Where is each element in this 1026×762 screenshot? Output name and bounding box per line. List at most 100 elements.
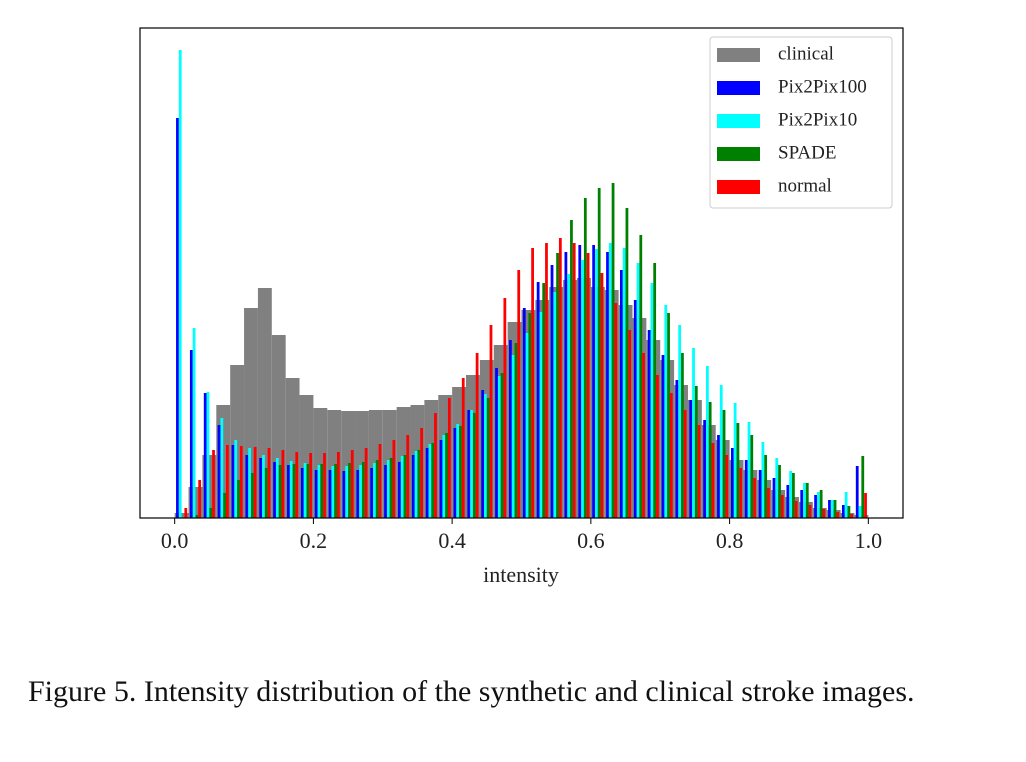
histogram-bar bbox=[583, 198, 587, 518]
histogram-bar bbox=[514, 343, 518, 518]
histogram-bar bbox=[706, 366, 709, 518]
histogram-bar bbox=[467, 410, 471, 518]
histogram-bar bbox=[597, 188, 601, 518]
histogram-bar bbox=[320, 464, 324, 518]
histogram-bar bbox=[267, 448, 271, 518]
histogram-bar bbox=[850, 514, 854, 518]
histogram-bar bbox=[198, 480, 202, 518]
histogram-bar bbox=[195, 515, 199, 518]
histogram-bar bbox=[553, 292, 557, 518]
histogram-bar bbox=[342, 471, 346, 518]
histogram-bar bbox=[619, 270, 623, 518]
legend-label: Pix2Pix100 bbox=[778, 76, 867, 97]
histogram-bar bbox=[550, 265, 554, 518]
histogram-bar bbox=[212, 450, 215, 518]
histogram-bar bbox=[786, 485, 790, 518]
histogram-bar bbox=[461, 378, 465, 518]
histogram-bar bbox=[275, 458, 279, 518]
histogram-bar bbox=[486, 398, 490, 518]
histogram-bar bbox=[675, 380, 679, 518]
chart: intensity 0.0 0.2 0.4 0.6 0.8 1.0 clinical Pix2… bbox=[139, 27, 904, 587]
histogram-bar bbox=[345, 466, 349, 518]
histogram-bar bbox=[361, 462, 365, 518]
legend-label: clinical bbox=[778, 43, 834, 64]
histogram-bar bbox=[262, 455, 265, 518]
histogram-bar bbox=[239, 446, 243, 518]
histogram-bar bbox=[753, 478, 756, 518]
histogram-bar bbox=[434, 413, 437, 518]
histogram-bar bbox=[717, 435, 720, 518]
histogram-bar bbox=[336, 452, 340, 518]
histogram-bar bbox=[775, 458, 779, 518]
x-tick-label: 1.0 bbox=[855, 528, 883, 553]
histogram-bar bbox=[323, 453, 326, 518]
histogram-bar bbox=[373, 463, 376, 518]
histogram-bar bbox=[800, 490, 804, 518]
histogram-bar bbox=[248, 448, 251, 518]
histogram-bar bbox=[822, 509, 826, 518]
histogram-bar bbox=[639, 235, 643, 518]
histogram-bar bbox=[814, 495, 817, 518]
legend-label: normal bbox=[778, 175, 832, 196]
histogram-bar bbox=[697, 425, 701, 518]
histogram-bar bbox=[642, 353, 645, 518]
histogram-bar bbox=[472, 413, 476, 518]
histogram-bar bbox=[231, 445, 235, 518]
histogram-bar bbox=[805, 483, 809, 518]
histogram-bar bbox=[403, 455, 407, 518]
histogram-bar bbox=[733, 403, 737, 518]
histogram-bar bbox=[445, 433, 448, 518]
histogram-bar bbox=[400, 456, 404, 518]
histogram-bar bbox=[300, 468, 304, 518]
histogram-bar bbox=[611, 183, 615, 518]
histogram-bar bbox=[253, 447, 257, 518]
histogram-bar bbox=[830, 500, 834, 518]
histogram-bar bbox=[808, 505, 812, 518]
histogram-bar bbox=[289, 461, 293, 518]
histogram-bar bbox=[725, 455, 729, 518]
histogram-bar bbox=[708, 402, 712, 518]
histogram-bar bbox=[780, 495, 784, 518]
histogram-bar bbox=[178, 50, 182, 518]
histogram-bar bbox=[234, 440, 238, 518]
histogram-bar bbox=[758, 470, 762, 518]
histogram-bar bbox=[500, 373, 504, 518]
histogram-bar bbox=[456, 424, 460, 518]
histogram-bar bbox=[711, 443, 715, 518]
histogram-bar bbox=[203, 393, 207, 518]
histogram-bar bbox=[447, 398, 451, 518]
histogram-bar bbox=[509, 340, 512, 518]
x-tick-label: 0.2 bbox=[300, 528, 328, 553]
histogram-bar bbox=[517, 270, 521, 518]
histogram-bar bbox=[567, 274, 571, 518]
histogram-bar bbox=[184, 508, 188, 518]
histogram-bar bbox=[425, 448, 429, 518]
histogram-bar bbox=[556, 253, 559, 518]
histogram-bar bbox=[359, 465, 362, 518]
histogram-bar bbox=[223, 493, 227, 518]
histogram-bar bbox=[428, 444, 432, 518]
histogram-bar bbox=[420, 428, 424, 518]
histogram-bar bbox=[303, 463, 307, 518]
histogram-bar bbox=[295, 452, 299, 518]
histogram-bar bbox=[292, 464, 296, 518]
histogram-bar bbox=[730, 448, 734, 518]
histogram-bar bbox=[453, 428, 457, 518]
legend-swatch bbox=[717, 48, 760, 62]
histogram-bar bbox=[722, 410, 726, 518]
histogram-bar bbox=[578, 245, 582, 518]
histogram-bar bbox=[622, 248, 626, 518]
histogram-bar bbox=[406, 435, 410, 518]
histogram-bar bbox=[386, 460, 390, 518]
histogram-bar bbox=[736, 423, 740, 518]
histogram-bar bbox=[539, 312, 543, 518]
histogram-bar bbox=[273, 462, 276, 518]
x-tick-label: 0.8 bbox=[716, 528, 744, 553]
histogram-bar bbox=[481, 390, 485, 518]
histogram-bar bbox=[209, 508, 213, 518]
histogram-bar bbox=[364, 448, 368, 518]
histogram-bar bbox=[259, 458, 263, 518]
legend-label: SPADE bbox=[778, 142, 836, 163]
x-axis-label: intensity bbox=[483, 562, 559, 587]
histogram-bar bbox=[761, 442, 765, 518]
